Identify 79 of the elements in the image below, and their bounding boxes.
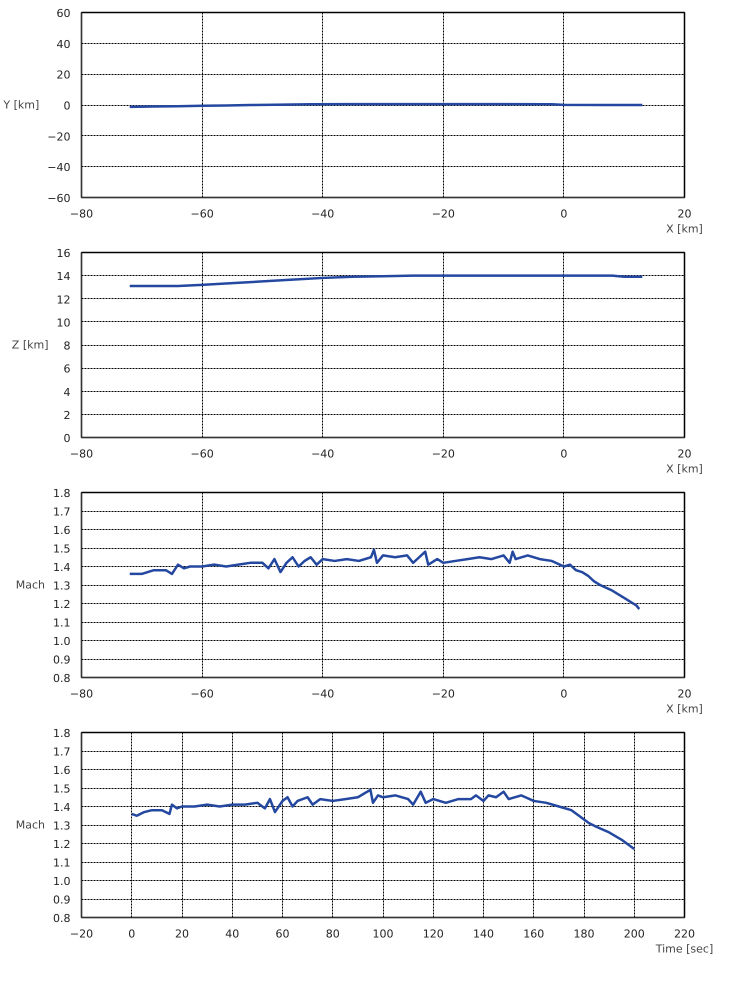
x-axis-title: Time [sec] (654, 942, 714, 956)
y-tick-label: 2 (64, 408, 70, 422)
y-tick-label: −20 (47, 130, 71, 144)
y-tick-label: 14 (56, 270, 71, 284)
y-tick-label: 1.1 (53, 856, 71, 870)
y-tick-label: 1.6 (53, 524, 71, 537)
y-tick-label: 1.8 (53, 727, 71, 740)
y-tick-label: 0.8 (53, 912, 71, 925)
y-tick-label: 8 (64, 340, 70, 352)
y-axis-title: Y [km] (2, 98, 40, 112)
line-series (128, 274, 644, 288)
x-tick-label: −80 (70, 448, 94, 460)
x-axis-title: X [km] (666, 462, 703, 476)
y-axis-title: Z [km] (12, 338, 49, 352)
y-tick-label: 1.3 (53, 820, 71, 832)
x-tick-label: 20 (678, 688, 692, 700)
x-tick-label: 20 (175, 928, 189, 940)
y-tick-label: 4 (64, 386, 70, 399)
y-tick-label: 1.5 (53, 542, 71, 556)
y-tick-label: −40 (47, 161, 71, 174)
x-tick-label: 140 (473, 928, 494, 940)
y-tick-label: 1.7 (53, 746, 71, 758)
y-tick-label: 0.8 (53, 672, 71, 685)
x-tick-label: 0 (560, 208, 568, 220)
x-tick-label: 0 (560, 448, 568, 460)
x-tick-label: 100 (372, 928, 394, 940)
y-tick-label: 1.4 (53, 801, 71, 814)
line-series (130, 788, 636, 850)
y-tick-label: 60 (56, 7, 71, 20)
y-tick-label: 1.8 (53, 487, 71, 500)
y-axis-title: Mach (16, 578, 46, 592)
x-tick-label: 0 (560, 688, 568, 700)
x-tick-label: −20 (432, 688, 455, 700)
y-tick-label: 0 (64, 100, 70, 112)
y-tick-label: 12 (56, 293, 71, 306)
y-tick-label: 1.3 (53, 580, 71, 592)
x-tick-label: −20 (432, 448, 455, 460)
x-tick-label: −80 (70, 688, 94, 700)
y-tick-label: 0.9 (53, 654, 71, 666)
x-tick-label: 160 (523, 928, 544, 940)
y-tick-label: 16 (56, 247, 71, 260)
y-tick-label: 1.6 (53, 764, 71, 777)
y-tick-label: 1.0 (53, 635, 71, 648)
x-tick-label: 180 (574, 928, 594, 940)
y-tick-label: 1.0 (53, 875, 71, 888)
x-tick-label: −80 (70, 208, 94, 220)
y-tick-label: 20 (56, 68, 71, 82)
y-tick-label: 1.7 (53, 506, 71, 518)
x-tick-label: −60 (190, 688, 214, 700)
x-tick-label: −60 (190, 448, 214, 460)
x-axis-title: X [km] (666, 222, 703, 236)
y-tick-label: 1.4 (53, 561, 71, 574)
x-tick-label: −20 (432, 208, 455, 220)
x-tick-label: −60 (190, 208, 214, 220)
y-tick-label: 6 (64, 362, 70, 376)
x-tick-label: 20 (678, 208, 692, 220)
x-tick-label: −40 (311, 448, 334, 460)
x-tick-label: 0 (128, 928, 136, 940)
y-tick-label: 0.9 (53, 894, 71, 906)
x-axis-title: X [km] (666, 702, 703, 716)
x-tick-label: −40 (311, 208, 334, 220)
x-tick-label: −40 (311, 688, 334, 700)
y-tick-label: −60 (47, 192, 71, 205)
line-series (128, 548, 641, 610)
y-tick-label: 10 (56, 316, 71, 330)
y-tick-label: 1.2 (53, 598, 71, 611)
x-tick-label: 60 (276, 928, 290, 940)
y-tick-label: 1.1 (53, 616, 71, 630)
y-tick-label: 1.5 (53, 782, 71, 796)
y-axis-title: Mach (16, 818, 46, 832)
x-tick-label: 120 (422, 928, 444, 940)
x-tick-label: 40 (225, 928, 240, 940)
y-tick-label: 1.2 (53, 838, 71, 851)
y-tick-label: 0 (64, 432, 70, 445)
x-tick-label: 80 (326, 928, 340, 940)
x-tick-label: 20 (678, 448, 692, 460)
x-tick-label: 200 (624, 928, 645, 940)
y-tick-label: 40 (56, 38, 71, 51)
x-tick-label: 220 (674, 928, 695, 940)
